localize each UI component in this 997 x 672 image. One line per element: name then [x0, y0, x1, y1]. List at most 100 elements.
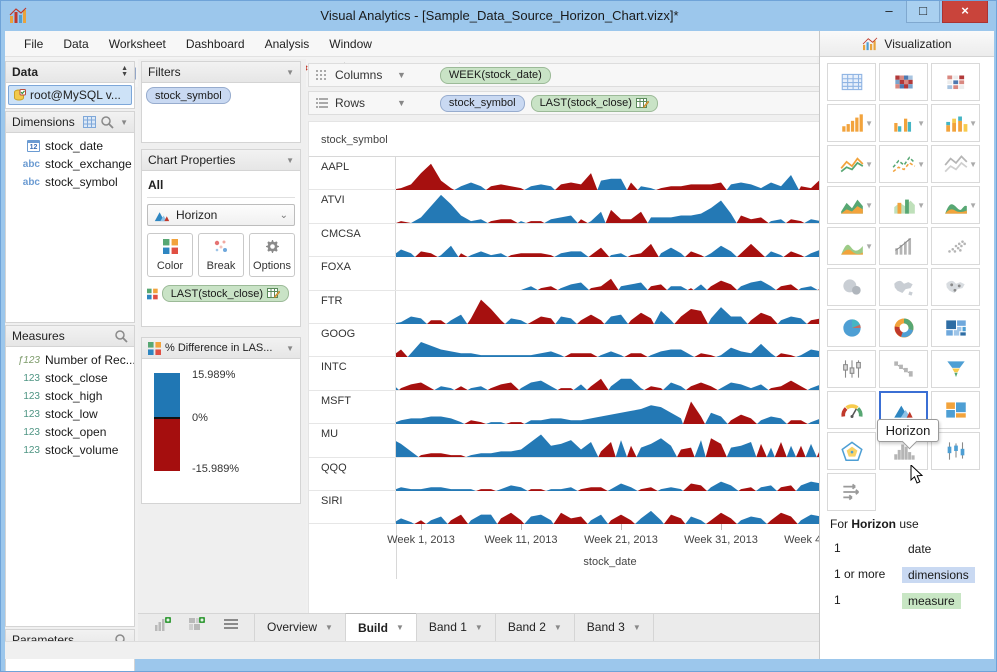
dropdown-arrow-icon[interactable]: ▼ [474, 622, 483, 632]
sheet-tab-overview[interactable]: Overview ▼ [254, 613, 345, 641]
viz-area-line-button[interactable]: ▼ [827, 186, 876, 224]
dimension-item[interactable]: abc stock_symbol [6, 173, 134, 191]
new-worksheet-button[interactable] [151, 612, 175, 636]
viz-candlestick-button[interactable] [931, 432, 980, 470]
dropdown-arrow-icon[interactable]: ▼ [632, 622, 641, 632]
chart-row[interactable]: AAPL [309, 157, 822, 191]
dropdown-arrow-icon[interactable]: ▼ [865, 160, 873, 169]
measures-header[interactable]: Measures [5, 325, 135, 347]
viz-bar-area-button[interactable]: ▼ [879, 186, 928, 224]
menu-item-worksheet[interactable]: Worksheet [108, 36, 166, 51]
menu-item-data[interactable]: Data [63, 36, 89, 51]
chart-row[interactable]: QQQ [309, 457, 822, 491]
filters-header[interactable]: Filters ▼ [141, 61, 301, 83]
chart-row[interactable]: GOOG [309, 323, 822, 358]
menu-item-file[interactable]: File [24, 36, 44, 51]
chart-row[interactable]: FTR [309, 290, 822, 324]
viz-grouped-bar-button[interactable]: ▼ [879, 104, 928, 142]
viz-marimekko-button[interactable] [931, 391, 980, 429]
viz-scatter-button[interactable] [931, 227, 980, 265]
sheet-tab-band-2[interactable]: Band 2 ▼ [494, 613, 574, 641]
chevron-down-icon[interactable]: ▼ [397, 98, 406, 108]
dropdown-arrow-icon[interactable]: ▼ [865, 242, 873, 251]
break-button[interactable]: Break [198, 233, 244, 277]
viz-bar-button[interactable]: ▼ [827, 104, 876, 142]
dropdown-arrow-icon[interactable]: ▼ [969, 119, 977, 128]
dropdown-arrow-icon[interactable]: ▼ [865, 201, 873, 210]
viz-boxplot-button[interactable] [827, 350, 876, 388]
viz-highlight-table-button[interactable] [931, 63, 980, 101]
viz-table-button[interactable] [827, 63, 876, 101]
chart-row[interactable]: CMCSA [309, 223, 822, 258]
measure-item[interactable]: 123 stock_close [6, 369, 134, 387]
measure-item[interactable]: ƒ123 Number of Rec... [6, 351, 134, 369]
close-button[interactable]: × [942, 1, 988, 23]
menu-item-analysis[interactable]: Analysis [264, 36, 310, 51]
chart-type-select[interactable]: Horizon ⌄ [147, 204, 295, 226]
viz-line-button[interactable]: ▼ [827, 145, 876, 183]
dropdown-arrow-icon[interactable]: ▼ [969, 160, 977, 169]
viz-funnel-button[interactable] [931, 350, 980, 388]
rows-shelf-pill[interactable]: LAST(stock_close) [530, 94, 658, 112]
expand-collapse-icon[interactable]: ▲ ▼ [121, 65, 128, 78]
dropdown-arrow-icon[interactable]: ▼ [917, 119, 925, 128]
viz-treemap-button[interactable] [931, 309, 980, 347]
dimension-item[interactable]: abc stock_exchange [6, 155, 134, 173]
rows-shelf[interactable]: Rows ▼ stock_symbol LAST(stock_close) [308, 91, 820, 115]
viz-pareto-button[interactable] [879, 227, 928, 265]
chart-properties-header[interactable]: Chart Properties ▼ [141, 149, 301, 171]
menu-item-dashboard[interactable]: Dashboard [185, 36, 245, 51]
dropdown-arrow-icon[interactable]: ▼ [969, 201, 977, 210]
chevron-down-icon[interactable]: ▼ [397, 70, 406, 80]
visualization-header[interactable]: Visualization [820, 31, 994, 57]
measure-item[interactable]: 123 stock_high [6, 387, 134, 405]
viz-heatmap-button[interactable] [879, 63, 928, 101]
chart-row[interactable]: MU [309, 424, 822, 458]
color-button[interactable]: Color [147, 233, 193, 277]
dimensions-header[interactable]: Dimensions ▼ [5, 111, 135, 133]
chart-row[interactable]: FOXA [309, 257, 822, 291]
new-dashboard-button[interactable] [185, 612, 209, 636]
minimize-button[interactable]: – [885, 3, 893, 18]
viz-smooth-area-button[interactable]: ▼ [931, 186, 980, 224]
chart-row[interactable]: MSFT [309, 390, 822, 425]
menu-item-window[interactable]: Window [329, 36, 372, 51]
sheet-tab-band-3[interactable]: Band 3 ▼ [573, 613, 654, 641]
collapse-arrow-icon[interactable]: ▼ [286, 67, 294, 77]
color-shelf-pill[interactable]: LAST(stock_close) [161, 285, 289, 302]
maximize-button[interactable]: □ [906, 1, 940, 23]
chart-row[interactable]: ATVI [309, 190, 822, 224]
viz-dashed-line-button[interactable]: ▼ [879, 145, 928, 183]
viz-pie-button[interactable] [827, 309, 876, 347]
dropdown-arrow-icon[interactable]: ▼ [865, 119, 873, 128]
legend-header[interactable]: % Difference in LAS... ▼ [141, 337, 301, 359]
measure-item[interactable]: 123 stock_open [6, 423, 134, 441]
datasource-item[interactable]: root@MySQL v... [8, 85, 132, 105]
viz-bubble-button[interactable] [827, 268, 876, 306]
viz-stacked-bar-button[interactable]: ▼ [931, 104, 980, 142]
columns-shelf-pill[interactable]: WEEK(stock_date) [439, 66, 551, 84]
viz-gantt-button[interactable] [827, 473, 876, 511]
horizon-chart-pane[interactable]: stock_symbol AAPL ATVI CMCSA FOXA FTR GOOG INT… [308, 121, 823, 615]
viz-radar-button[interactable] [827, 432, 876, 470]
dropdown-arrow-icon[interactable]: ▼ [325, 622, 333, 632]
chart-row[interactable]: INTC [309, 357, 822, 391]
rows-shelf-pill[interactable]: stock_symbol [439, 94, 525, 112]
collapse-arrow-icon[interactable]: ▼ [286, 155, 294, 165]
measure-item[interactable]: 123 stock_low [6, 405, 134, 423]
options-button[interactable]: Options [249, 233, 295, 277]
collapse-arrow-icon[interactable]: ▼ [286, 343, 294, 353]
dimension-item[interactable]: 12 stock_date [6, 137, 134, 155]
viz-gauge-button[interactable] [827, 391, 876, 429]
viz-map-button[interactable] [879, 268, 928, 306]
sheet-tab-band-1[interactable]: Band 1 ▼ [415, 613, 495, 641]
sheet-tab-build[interactable]: Build ▼ [344, 613, 416, 641]
dropdown-arrow-icon[interactable]: ▼ [553, 622, 562, 632]
chart-row[interactable]: SIRI [309, 490, 822, 525]
title-bar[interactable]: Visual Analytics - [Sample_Data_Source_H… [1, 1, 996, 31]
chevron-down-icon[interactable]: ▼ [120, 117, 128, 127]
table-grid-icon[interactable] [83, 116, 97, 128]
sheet-list-button[interactable] [219, 612, 243, 636]
filter-pill[interactable]: stock_symbol [146, 87, 231, 104]
viz-area-button[interactable]: ▼ [827, 227, 876, 265]
